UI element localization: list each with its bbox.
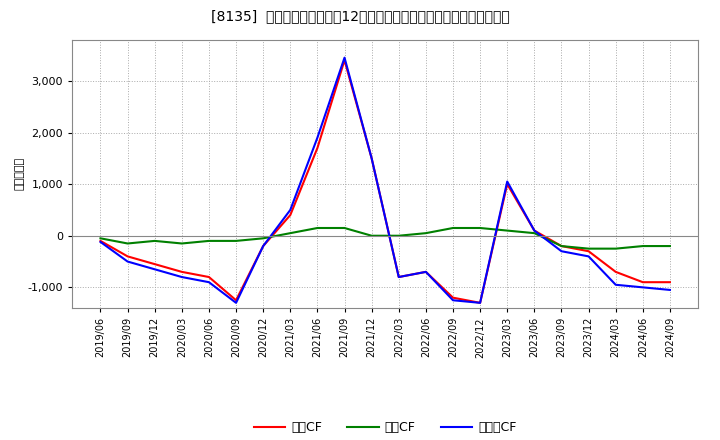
投資CF [476, 225, 485, 231]
フリーCF [557, 249, 566, 254]
営業CF [150, 261, 159, 267]
営業CF [178, 269, 186, 275]
投資CF [286, 231, 294, 236]
フリーCF [232, 300, 240, 305]
営業CF [367, 156, 376, 161]
投資CF [232, 238, 240, 244]
営業CF [341, 58, 349, 63]
Y-axis label: （百万円）: （百万円） [14, 157, 24, 191]
Line: 投資CF: 投資CF [101, 228, 670, 249]
フリーCF [584, 254, 593, 259]
Line: 営業CF: 営業CF [101, 60, 670, 303]
フリーCF [503, 179, 511, 184]
投資CF [96, 236, 105, 241]
投資CF [557, 243, 566, 249]
投資CF [421, 231, 430, 236]
営業CF [449, 295, 457, 301]
営業CF [665, 279, 674, 285]
フリーCF [150, 267, 159, 272]
営業CF [232, 297, 240, 303]
投資CF [584, 246, 593, 251]
フリーCF [286, 207, 294, 213]
投資CF [259, 236, 268, 241]
フリーCF [639, 285, 647, 290]
営業CF [395, 275, 403, 280]
営業CF [476, 300, 485, 305]
営業CF [286, 213, 294, 218]
フリーCF [611, 282, 620, 287]
投資CF [639, 243, 647, 249]
投資CF [123, 241, 132, 246]
フリーCF [421, 269, 430, 275]
投資CF [313, 225, 322, 231]
営業CF [204, 275, 213, 280]
Legend: 営業CF, 投資CF, フリーCF: 営業CF, 投資CF, フリーCF [249, 416, 521, 439]
Line: フリーCF: フリーCF [101, 58, 670, 303]
営業CF [313, 145, 322, 150]
投資CF [341, 225, 349, 231]
投資CF [503, 228, 511, 233]
営業CF [421, 269, 430, 275]
投資CF [530, 231, 539, 236]
フリーCF [259, 243, 268, 249]
フリーCF [530, 228, 539, 233]
営業CF [639, 279, 647, 285]
営業CF [611, 269, 620, 275]
投資CF [665, 243, 674, 249]
営業CF [96, 238, 105, 244]
フリーCF [665, 287, 674, 293]
営業CF [503, 181, 511, 187]
フリーCF [476, 300, 485, 305]
フリーCF [204, 279, 213, 285]
営業CF [584, 249, 593, 254]
フリーCF [178, 275, 186, 280]
投資CF [611, 246, 620, 251]
営業CF [530, 228, 539, 233]
フリーCF [449, 297, 457, 303]
営業CF [123, 254, 132, 259]
Text: [8135]  キャッシュフローの12か月移動合計の対前年同期増減額の推移: [8135] キャッシュフローの12か月移動合計の対前年同期増減額の推移 [211, 9, 509, 23]
投資CF [204, 238, 213, 244]
投資CF [367, 233, 376, 238]
投資CF [178, 241, 186, 246]
フリーCF [313, 135, 322, 140]
投資CF [150, 238, 159, 244]
営業CF [557, 243, 566, 249]
営業CF [259, 243, 268, 249]
フリーCF [123, 259, 132, 264]
投資CF [449, 225, 457, 231]
フリーCF [395, 275, 403, 280]
フリーCF [341, 55, 349, 60]
投資CF [395, 233, 403, 238]
フリーCF [96, 239, 105, 245]
フリーCF [367, 156, 376, 161]
